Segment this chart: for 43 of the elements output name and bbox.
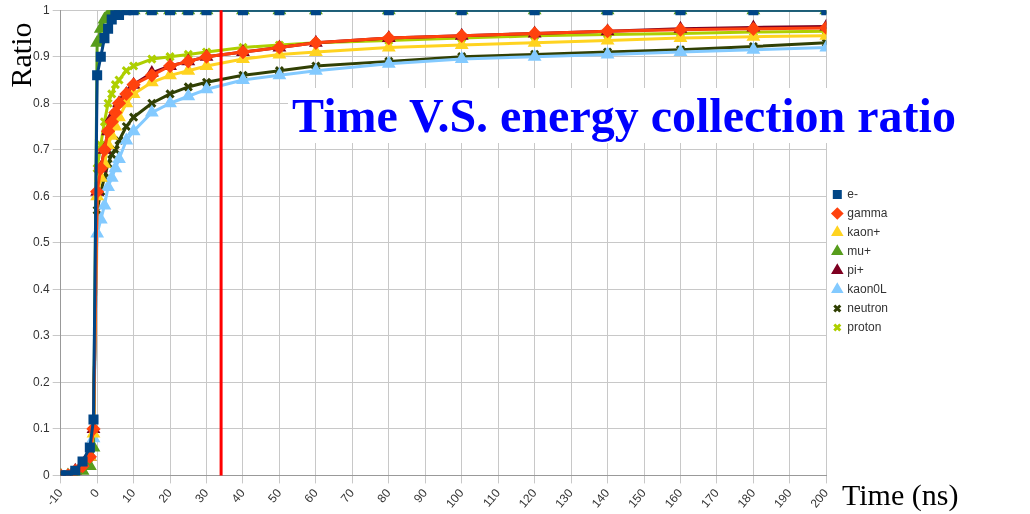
- x-tick-label: 120: [515, 485, 540, 511]
- y-tick-label: 0.8: [32, 95, 50, 110]
- x-axis-title: Time (ns): [842, 478, 959, 512]
- x-tick-label: 70: [337, 485, 358, 506]
- x-tick-label: 30: [192, 485, 212, 506]
- x-tick-label: 130: [552, 485, 577, 511]
- x-tick-label: 110: [480, 485, 504, 510]
- legend-label: mu+: [847, 243, 871, 258]
- legend-label: proton: [847, 319, 882, 334]
- x-tick-label: 190: [771, 485, 795, 511]
- y-tick-label: 0.9: [32, 49, 50, 64]
- y-tick-label: 0: [42, 467, 50, 482]
- y-tick-label: 0.2: [32, 374, 50, 389]
- x-tick-label: 50: [264, 485, 285, 506]
- x-tick-label: 0: [86, 485, 103, 501]
- y-tick-label: 1: [42, 2, 50, 17]
- x-tick-label: -10: [43, 485, 66, 509]
- legend-label: gamma: [847, 205, 888, 220]
- x-tick-label: 160: [661, 485, 686, 511]
- legend-label: kaon0L: [847, 281, 887, 296]
- y-tick-label: 0.5: [32, 235, 50, 250]
- x-tick-label: 60: [301, 485, 321, 506]
- y-tick-label: 0.7: [32, 142, 50, 157]
- x-tick-label: 10: [119, 485, 139, 506]
- x-tick-label: 20: [155, 485, 176, 506]
- x-tick-label: 40: [228, 485, 249, 506]
- x-tick-label: 140: [588, 485, 613, 511]
- x-tick-label: 200: [807, 485, 832, 511]
- x-tick-label: 80: [374, 485, 394, 506]
- x-tick-label: 90: [410, 485, 431, 506]
- x-tick-label: 100: [442, 485, 467, 511]
- y-tick-label: 0.4: [32, 281, 50, 296]
- legend-label: neutron: [847, 300, 888, 315]
- y-tick-label: 0.6: [32, 188, 50, 203]
- legend-label: e-: [847, 186, 858, 201]
- text: Time V.S. energy collection ratio: [288, 88, 960, 143]
- legend-label: pi+: [847, 262, 864, 277]
- x-tick-label: 180: [734, 485, 759, 511]
- y-tick-label: 0.3: [32, 328, 50, 343]
- y-tick-label: 0.1: [32, 421, 50, 436]
- x-tick-label: 170: [698, 485, 722, 511]
- x-tick-label: 150: [625, 485, 650, 511]
- legend-label: kaon+: [847, 224, 881, 239]
